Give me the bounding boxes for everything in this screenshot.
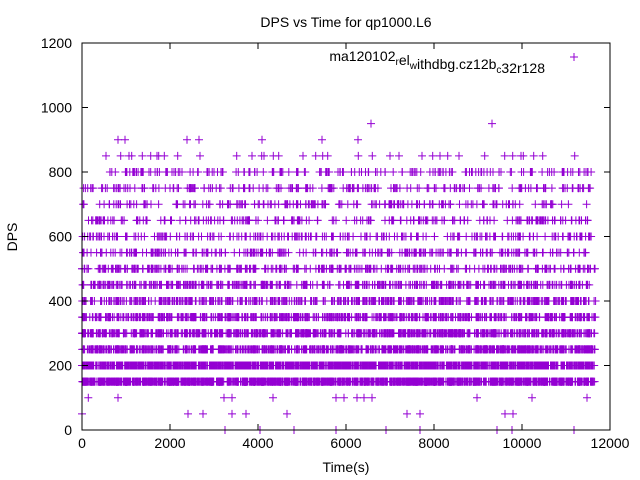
data-point	[416, 409, 424, 418]
data-point	[283, 409, 291, 418]
data-point	[311, 151, 320, 160]
y-axis-label: DPS	[4, 223, 20, 252]
data-point	[195, 135, 203, 144]
data-point	[455, 151, 463, 160]
data-point	[386, 151, 394, 160]
data-point	[354, 135, 362, 144]
data-point	[519, 151, 528, 160]
data-point	[160, 151, 169, 160]
data-point	[114, 135, 122, 144]
data-point	[501, 409, 509, 418]
data-point	[570, 151, 579, 160]
data-point	[353, 393, 361, 402]
data-point	[354, 151, 363, 160]
data-point	[367, 119, 375, 128]
data-point	[274, 151, 283, 160]
data-point	[173, 151, 182, 160]
data-point	[538, 151, 547, 160]
data-point	[323, 151, 332, 160]
data-point	[488, 119, 496, 128]
data-point	[102, 151, 110, 160]
data-point	[368, 393, 376, 402]
data-point	[428, 151, 437, 160]
data-point	[418, 151, 426, 160]
data-point	[242, 409, 250, 418]
data-point	[184, 409, 192, 418]
data-point	[114, 393, 122, 402]
data-point	[528, 393, 536, 402]
data-point	[299, 151, 307, 160]
data-point	[443, 151, 452, 160]
x-axis-label: Time(s)	[323, 459, 370, 475]
data-point	[480, 151, 489, 160]
data-point	[583, 393, 591, 402]
data-point	[84, 393, 93, 402]
data-point	[248, 151, 256, 160]
data-point	[403, 409, 411, 418]
data-point	[196, 151, 204, 160]
chart-title: DPS vs Time for qp1000.L6	[260, 14, 431, 30]
data-point	[260, 151, 268, 160]
data-point	[508, 151, 517, 160]
data-point	[360, 393, 368, 402]
data-point	[473, 393, 481, 402]
data-point	[332, 393, 340, 402]
data-point	[269, 393, 277, 402]
data-point	[258, 135, 266, 144]
data-point	[395, 151, 403, 160]
data-point	[121, 135, 129, 144]
data-point	[199, 409, 207, 418]
data-points	[78, 119, 600, 434]
data-point	[138, 151, 147, 160]
data-point	[183, 135, 191, 144]
data-point	[340, 393, 348, 402]
data-point	[232, 151, 241, 160]
data-point	[228, 393, 236, 402]
data-point	[509, 409, 517, 418]
data-point	[127, 151, 136, 160]
data-point	[116, 151, 125, 160]
data-point	[228, 409, 236, 418]
data-point	[220, 393, 228, 402]
data-point	[318, 135, 326, 144]
data-point	[436, 151, 444, 160]
data-point	[529, 151, 538, 160]
data-point	[500, 151, 509, 160]
data-point	[368, 151, 377, 160]
